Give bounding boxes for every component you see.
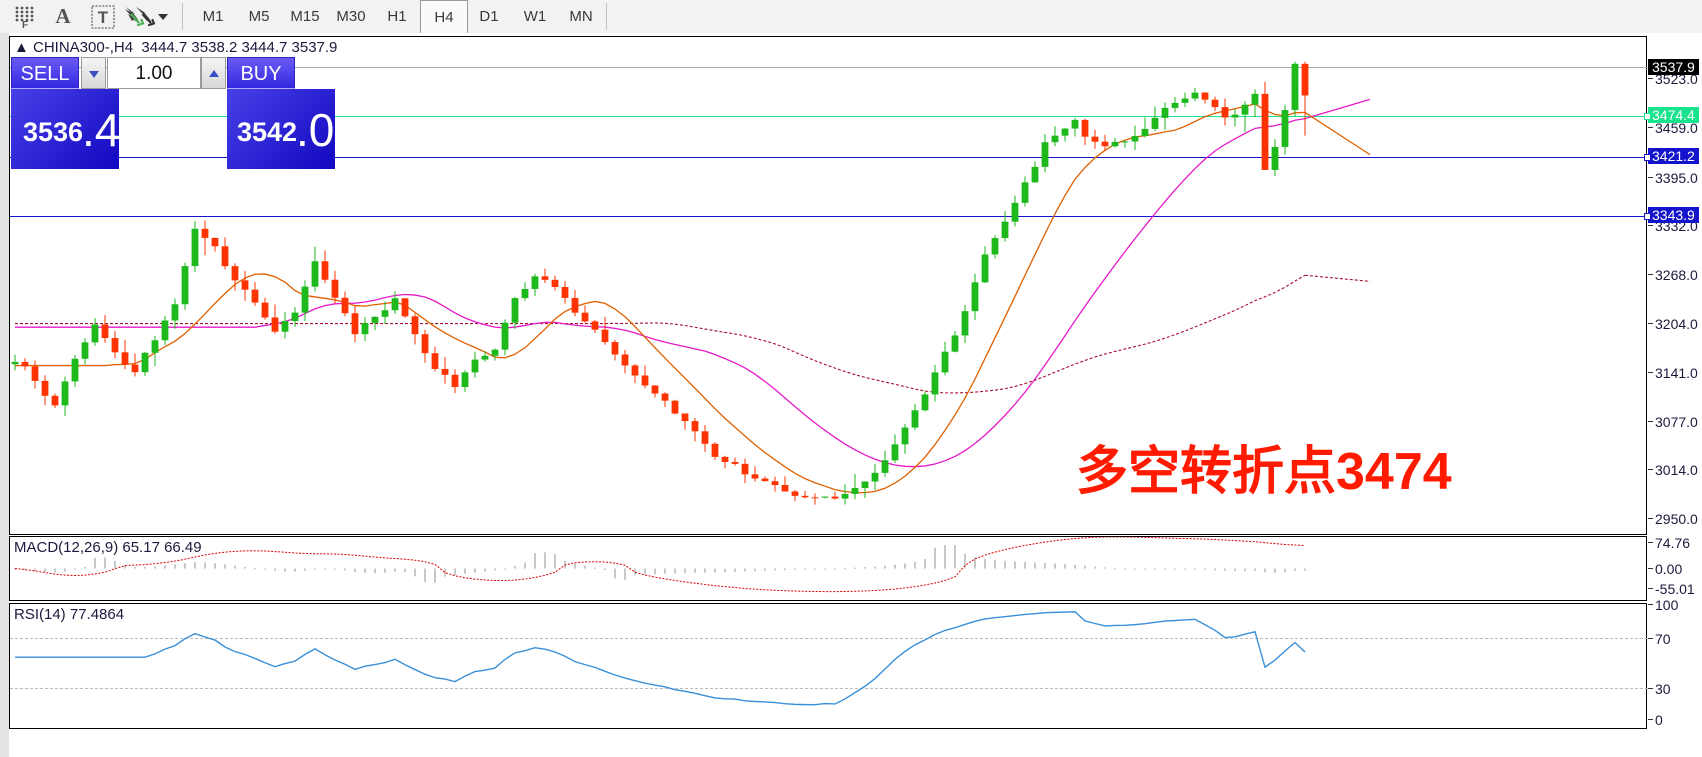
svg-text:F: F	[22, 20, 28, 28]
svg-text:T: T	[98, 8, 109, 27]
